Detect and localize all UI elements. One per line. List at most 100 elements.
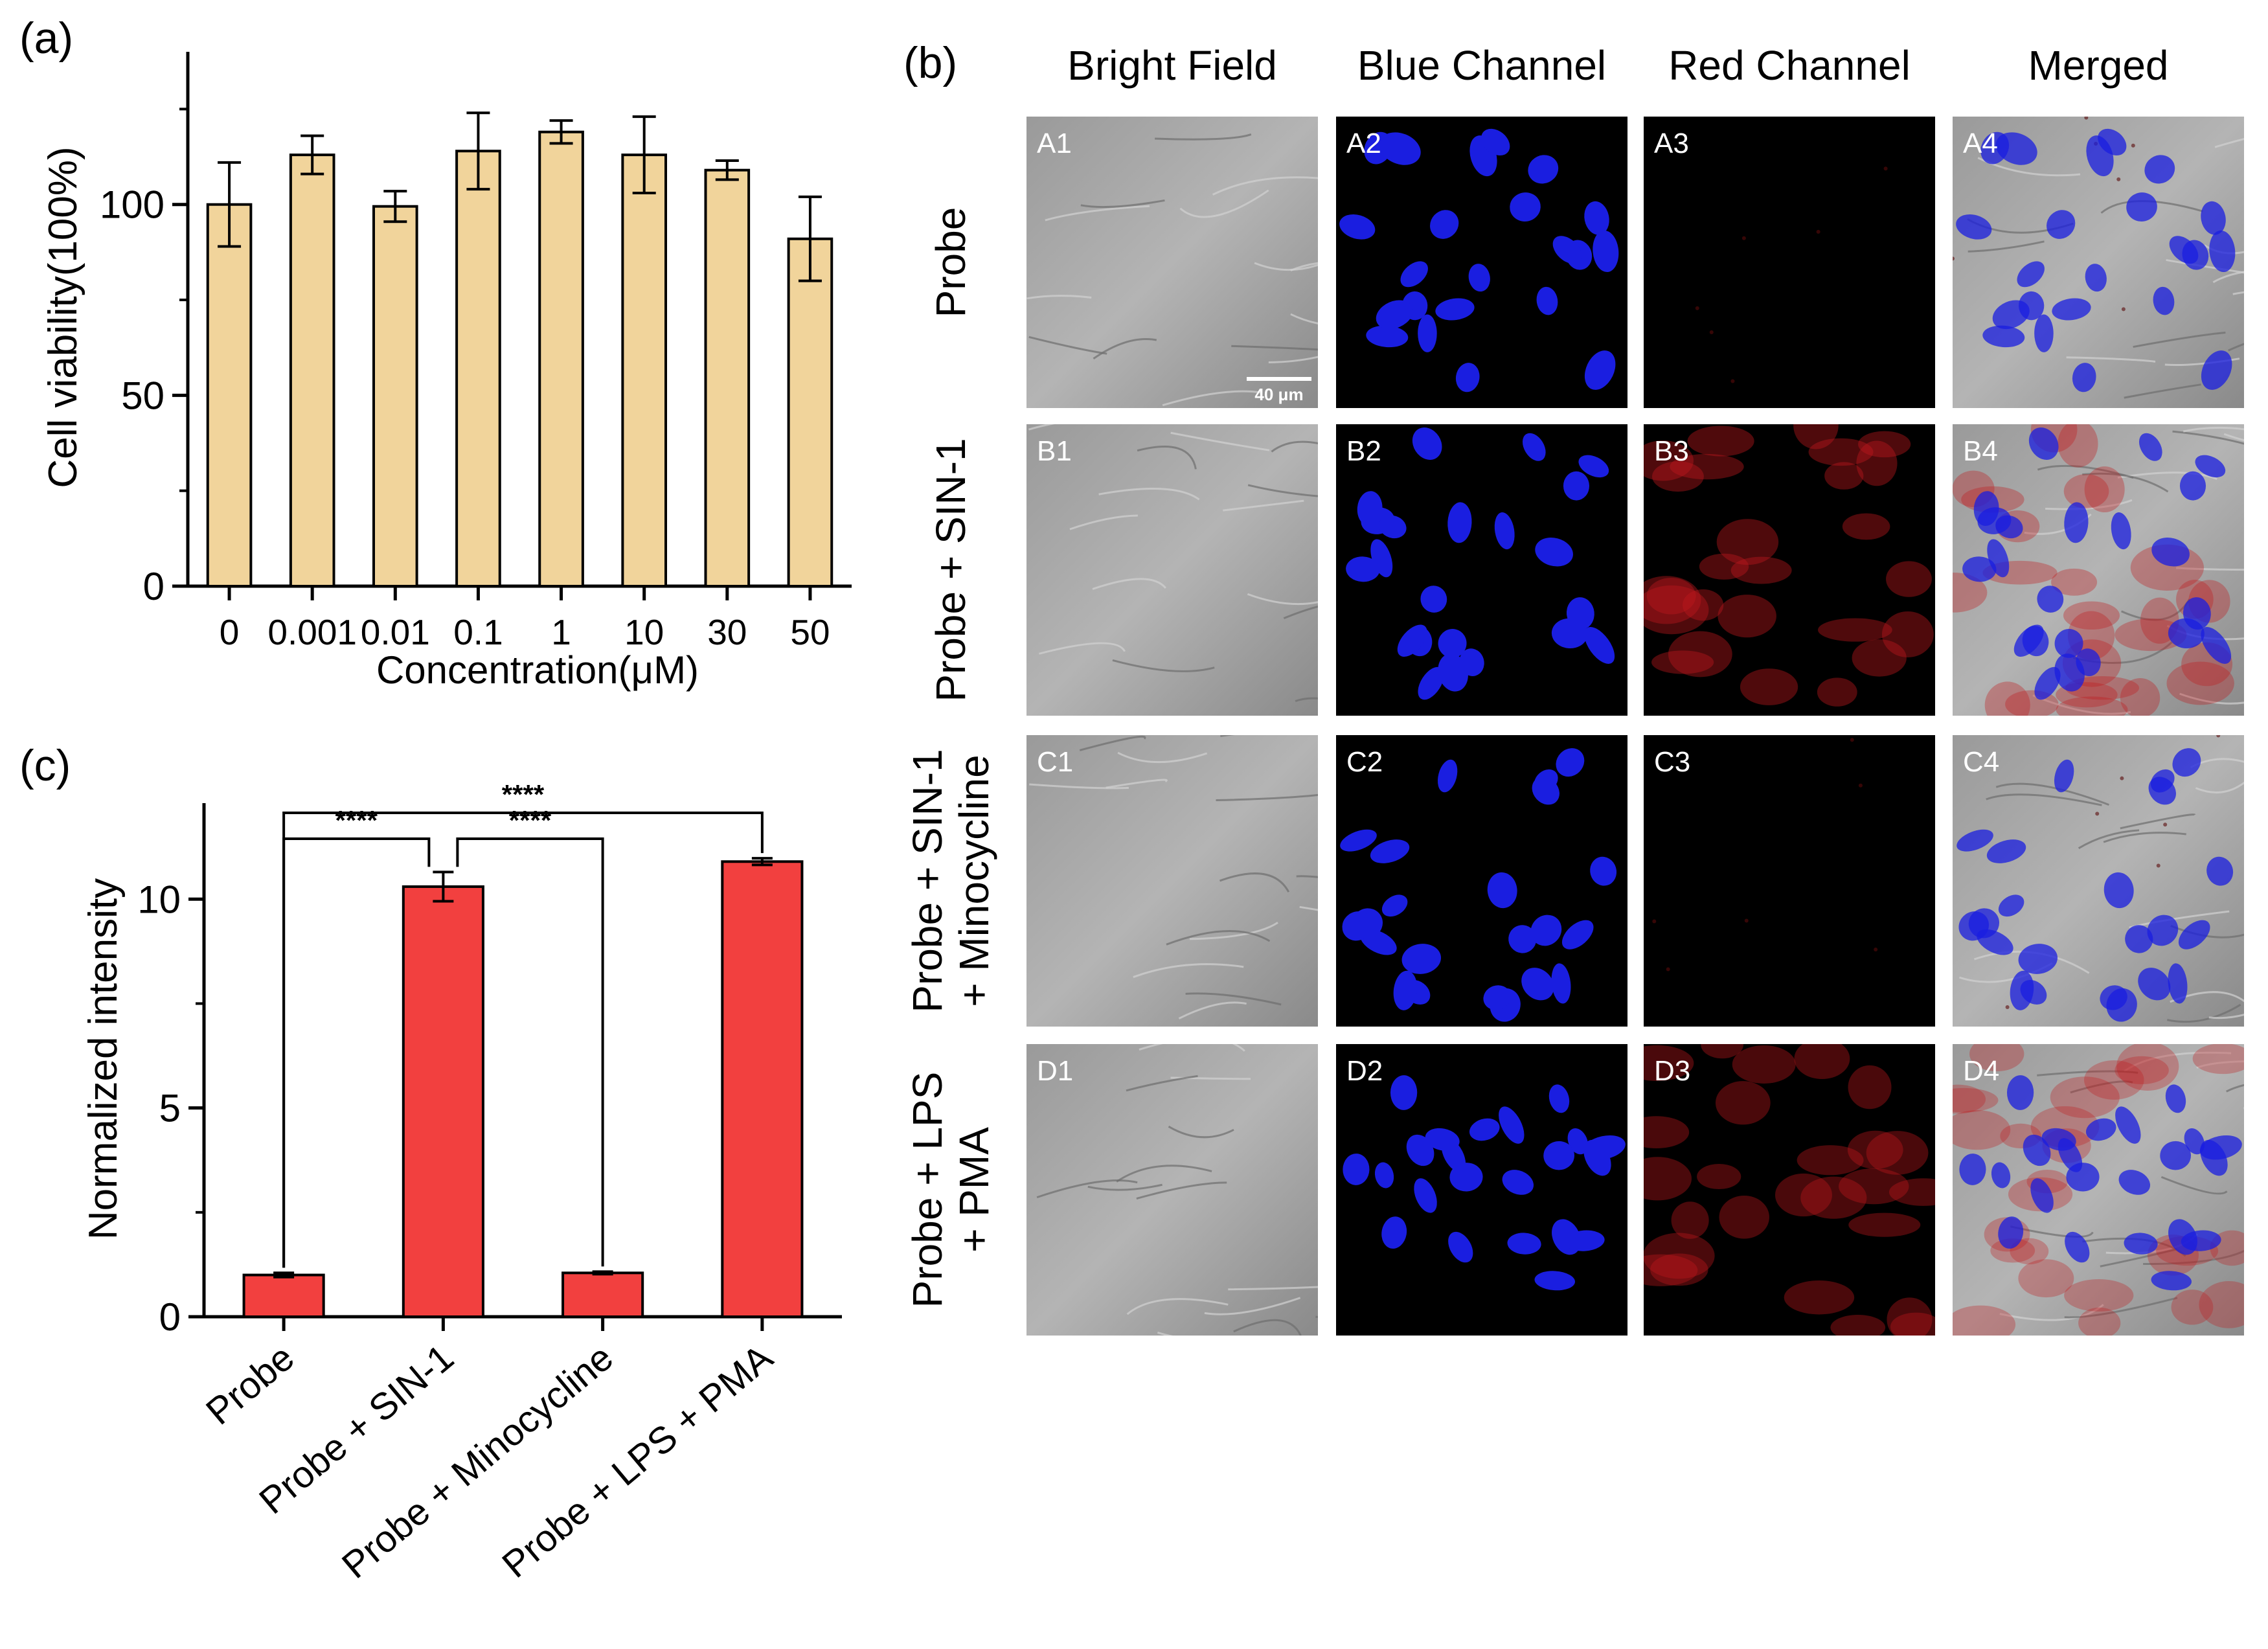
red-signal [1847,1130,1903,1169]
red-signal [1651,650,1714,674]
red-speck [1741,236,1746,240]
y-axis-label: Normalized intensity [81,878,126,1240]
nucleus [2201,350,2232,390]
cell-outline [2124,383,2201,399]
nucleus [2034,314,2054,352]
nucleus [1340,829,1377,852]
image-tile: A2 [1336,117,1627,408]
row-label: Probe + SIN-1 [904,749,951,1012]
nucleus [1522,433,1546,461]
cell-outline [1228,1286,1318,1291]
nucleus [2100,985,2127,1010]
nucleus [2124,1233,2158,1255]
red-channel-image [1644,735,1935,1027]
red-signal [1886,561,1932,597]
red-signal [1644,1045,1694,1081]
cell-outline [2179,692,2244,705]
nucleus [2023,1134,2051,1166]
cell-outline [1137,446,1197,470]
nucleus [1973,491,1999,527]
red-signal [2083,1060,2144,1100]
nucleus [2165,1084,2186,1113]
red-signal [1699,553,1749,580]
red-signal [1881,611,1934,657]
red-signal [1848,1212,1921,1237]
row-label: + PMA [951,1127,997,1253]
nucleus [2147,915,2179,946]
cell-outline [2100,1248,2177,1268]
nucleus [1556,748,1585,777]
cell-outline [2214,137,2244,148]
cell-outline [1028,424,1055,431]
cell-outline [1299,905,1318,911]
cell-outline [1069,514,1138,530]
red-signal [1808,438,1874,466]
red-signal [1888,1178,1935,1206]
image-tile: D4 [1953,1044,2244,1336]
red-signal [2084,466,2125,513]
red-signal [2199,1280,2244,1328]
cell-outline [1157,1332,1174,1336]
image-tile: D1 [1026,1044,1318,1336]
cell-outline [2133,332,2226,348]
red-signal [2056,696,2128,716]
nucleus [1502,1170,1534,1195]
cell-outline [1092,578,1166,590]
nucleus [1535,537,1573,567]
x-tick-label: Probe + Minocycline [334,1336,621,1587]
nucleus [2148,777,2176,805]
red-signal [1953,1084,1986,1114]
red-signal [1650,1253,1708,1286]
nucleus [2085,264,2107,292]
nucleus [2034,666,2061,700]
cell-outline [1204,1297,1301,1315]
x-axis-label: Concentration(μM) [376,648,699,692]
nucleus [1590,856,1617,886]
column-title: Bright Field [1067,42,1277,89]
cell-outline [2226,1084,2244,1093]
cell-outline [1170,431,1270,451]
cell-outline [2166,1003,2241,1023]
nucleus [1483,985,1511,1010]
red-speck [2156,863,2160,868]
cell-outline [1112,659,1215,672]
nucleus [1986,839,2026,863]
cell-outline [2196,1060,2244,1069]
tile-label: A3 [1654,128,1689,159]
cell-outline [1093,337,1157,359]
tile-label: D1 [1037,1055,1073,1087]
red-signal [1670,453,1744,480]
tile-label: B4 [1963,435,1998,467]
red-speck [1816,229,1820,234]
cell-outline [2066,356,2156,363]
nucleus [2151,1271,2192,1291]
tile-label: A2 [1346,128,1381,159]
nucleus [1982,325,2025,348]
cell-outline [1126,1298,1229,1315]
red-speck [2116,177,2121,181]
nucleus [1508,925,1537,953]
red-speck [2121,307,2126,312]
nucleus [2085,1118,2116,1141]
red-signal [2171,1290,2214,1325]
cell-outline [2160,1176,2228,1195]
cell-outline [2228,343,2244,352]
red-speck [2095,812,2100,816]
red-signal [1718,595,1776,638]
nucleus [2010,970,2034,1010]
nucleus [2160,1141,2192,1170]
nucleus [1507,1233,1541,1255]
red-signal [1740,668,1798,705]
image-tile: B3 [1644,424,1935,716]
nucleus [1379,515,1407,539]
red-signal [2116,1044,2179,1091]
red-channel-image [1644,1044,1935,1336]
red-signal [2115,619,2187,652]
tile-label: B1 [1037,435,1072,467]
red-speck [1695,306,1699,310]
red-signal [2010,1238,2049,1265]
nucleus [1441,1138,1466,1172]
blue-channel-image [1336,1044,1627,1336]
tile-label: D2 [1346,1055,1383,1087]
